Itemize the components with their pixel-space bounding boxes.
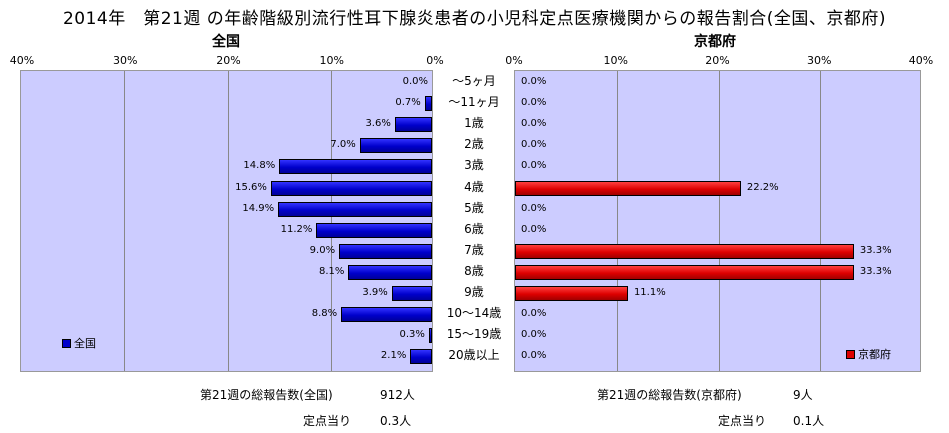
left-legend: 全国 xyxy=(62,335,96,351)
left-bar xyxy=(359,138,432,154)
left-per-value: 0.3人 xyxy=(380,414,412,428)
left-gridline xyxy=(330,71,332,371)
left-value-label: 8.8% xyxy=(311,308,338,320)
left-value-label: 7.0% xyxy=(330,139,356,151)
right-value-label: 0.0% xyxy=(521,350,547,362)
left-gridline xyxy=(124,71,126,371)
right-gridline xyxy=(616,71,618,371)
left-panel-title: 全国 xyxy=(212,34,240,50)
category-label: 9歳 xyxy=(464,285,484,299)
right-total-label: 第21週の総報告数(京都府) xyxy=(597,388,742,402)
left-bar xyxy=(424,96,432,112)
category-label: 3歳 xyxy=(464,158,484,173)
left-value-label: 0.7% xyxy=(395,97,421,109)
right-value-label: 0.0% xyxy=(521,118,547,130)
left-tick-label: 20% xyxy=(216,54,241,67)
left-value-label: 3.6% xyxy=(365,118,391,130)
right-total-value: 9人 xyxy=(793,388,813,402)
category-label: 5歳 xyxy=(464,200,484,215)
left-legend-label: 全国 xyxy=(74,337,96,350)
left-value-label: 0.3% xyxy=(399,329,425,341)
right-bar xyxy=(515,286,628,301)
right-gridline xyxy=(820,71,822,371)
category-label: 10～14歳 xyxy=(446,306,502,321)
left-gridline xyxy=(227,71,229,371)
left-bar xyxy=(279,159,432,175)
left-bar xyxy=(339,243,432,259)
left-bar xyxy=(341,307,432,323)
left-value-label: 3.9% xyxy=(362,287,388,298)
left-per-label: 定点当り xyxy=(303,414,352,428)
right-legend: 京都府 xyxy=(846,346,891,362)
left-value-label: 0.0% xyxy=(402,76,428,87)
right-plot-area: 0.0% 0.0% 0.0% 0.0% 0.0% 22.2% 0.0% 0.0% 33.3% 33… xyxy=(514,70,921,372)
right-value-label: 0.0% xyxy=(521,329,547,341)
left-tick-label: 10% xyxy=(319,54,344,67)
category-label: 2歳 xyxy=(464,137,484,152)
category-label: 4歳 xyxy=(464,179,484,194)
left-legend-swatch xyxy=(62,338,71,348)
left-value-label: 14.9% xyxy=(242,202,275,214)
left-tick-label: 40% xyxy=(9,54,35,67)
left-value-label: 2.1% xyxy=(380,350,407,362)
left-total-label: 第21週の総報告数(全国) xyxy=(200,388,333,402)
category-label: 6歳 xyxy=(464,221,484,236)
right-gridline xyxy=(718,71,720,371)
left-tick-label: 0% xyxy=(426,54,444,67)
right-tick-label: 20% xyxy=(705,54,730,67)
left-value-label: 15.6% xyxy=(235,181,267,193)
left-bar xyxy=(410,349,432,365)
left-bar xyxy=(278,201,432,217)
left-bar xyxy=(428,328,432,344)
chart-title: 2014年 第21週 の年齢階級別流行性耳下腺炎患者の小児科定点医療機関からの報… xyxy=(62,9,887,29)
right-tick-label: 30% xyxy=(807,54,832,67)
left-bar xyxy=(391,286,432,301)
right-bar xyxy=(515,264,854,280)
right-value-label: 0.0% xyxy=(521,223,547,235)
right-value-label: 0.0% xyxy=(521,139,547,151)
right-value-label: 0.0% xyxy=(521,308,547,320)
left-plot-area: 0.0% 0.7% 3.6% 7.0% 14.8% 15.6% 14.9% 11.2% 9.0%… xyxy=(20,70,433,372)
category-label: ～5ヶ月 xyxy=(452,74,496,88)
right-value-label: 0.0% xyxy=(521,76,547,87)
right-tick-label: 10% xyxy=(603,54,628,67)
right-tick-label: 0% xyxy=(505,54,523,67)
left-bar xyxy=(316,222,432,238)
right-tick-label: 40% xyxy=(908,54,934,67)
right-value-label: 0.0% xyxy=(521,202,547,214)
category-label: 20歳以上 xyxy=(448,348,500,363)
right-value-label: 0.0% xyxy=(521,160,547,172)
right-panel-title: 京都府 xyxy=(694,34,736,50)
left-value-label: 9.0% xyxy=(309,244,336,256)
left-value-label: 8.1% xyxy=(318,265,345,277)
right-value-label: 11.1% xyxy=(633,287,666,298)
right-bar xyxy=(515,243,854,259)
left-total-value: 912人 xyxy=(380,388,415,402)
right-legend-swatch xyxy=(846,349,855,359)
right-value-label: 33.3% xyxy=(859,265,892,277)
left-bar xyxy=(270,180,432,196)
right-bar xyxy=(515,180,741,196)
right-value-label: 0.0% xyxy=(521,97,547,109)
right-value-label: 22.2% xyxy=(746,181,779,193)
right-legend-label: 京都府 xyxy=(858,348,891,361)
left-value-label: 11.2% xyxy=(280,223,313,235)
category-label: 7歳 xyxy=(464,242,484,257)
category-label: 1歳 xyxy=(464,116,484,131)
category-label: 15～19歳 xyxy=(446,327,502,342)
category-label: ～11ヶ月 xyxy=(448,95,500,110)
left-value-label: 14.8% xyxy=(243,160,276,172)
right-per-label: 定点当り xyxy=(718,414,767,428)
left-tick-label: 30% xyxy=(113,54,138,67)
right-value-label: 33.3% xyxy=(859,244,892,256)
left-bar xyxy=(348,264,432,280)
left-bar xyxy=(394,117,432,133)
right-per-value: 0.1人 xyxy=(793,414,825,428)
category-label: 8歳 xyxy=(464,263,484,278)
